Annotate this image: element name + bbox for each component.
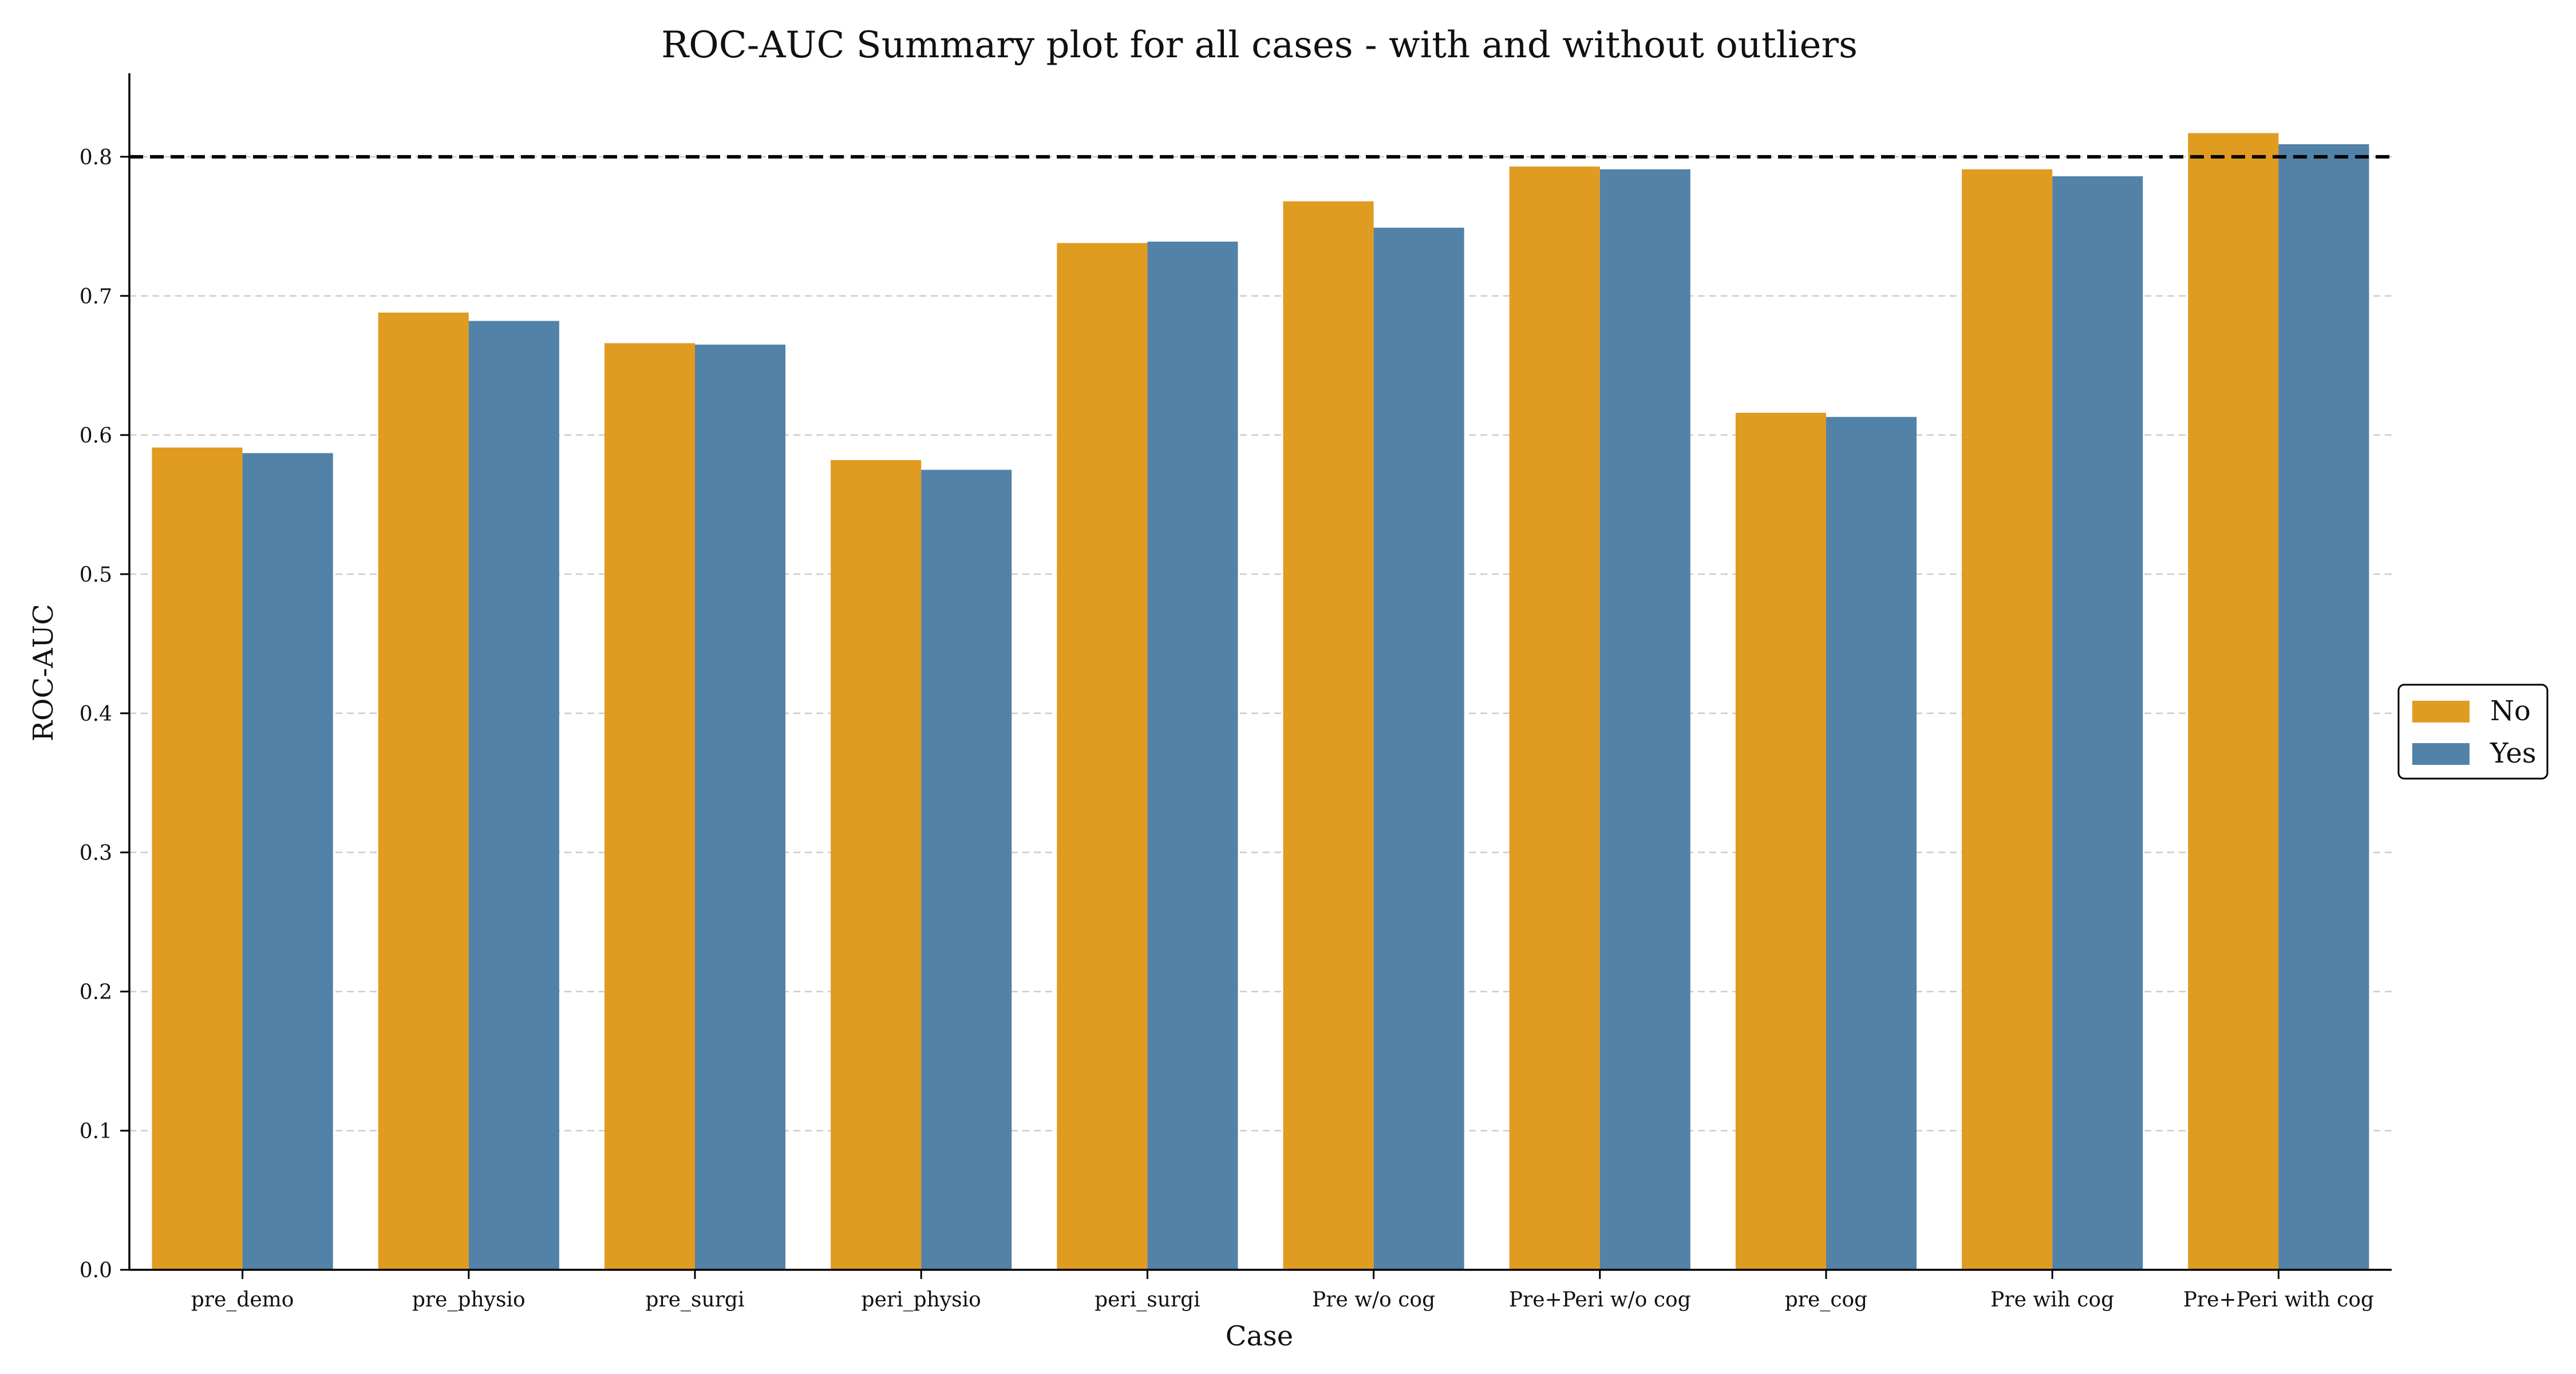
y-tick-label: 0.3	[80, 842, 112, 865]
legend-swatch-yes	[2412, 743, 2470, 765]
bar-no-10	[2188, 133, 2279, 1270]
bar-no-6	[1283, 201, 1374, 1270]
axes	[128, 73, 2392, 1271]
y-tick-label: 0.0	[80, 1259, 112, 1282]
x-tick-label: peri_surgi	[1095, 1288, 1200, 1312]
x-tick-label: pre_surgi	[646, 1288, 745, 1312]
bars	[152, 133, 2369, 1270]
x-tick-label: Pre+Peri w/o cog	[1509, 1288, 1691, 1312]
chart-title: ROC-AUC Summary plot for all cases - wit…	[661, 24, 1858, 66]
y-tick-label: 0.2	[80, 981, 112, 1004]
bar-no-9	[1962, 169, 2053, 1270]
y-tick-label: 0.6	[80, 424, 112, 448]
x-tick-label: peri_physio	[862, 1288, 981, 1312]
legend: No Yes	[2397, 684, 2549, 780]
x-tick-label: Pre+Peri with cog	[2183, 1288, 2374, 1312]
bar-yes-10	[2278, 144, 2369, 1270]
y-tick-label: 0.7	[80, 285, 112, 309]
x-tick-label: pre_demo	[191, 1288, 294, 1312]
bar-no-8	[1735, 412, 1826, 1270]
bar-no-1	[152, 447, 243, 1270]
x-axis-label: Case	[1226, 1320, 1293, 1352]
bar-yes-5	[1147, 242, 1238, 1270]
y-tick-label: 0.1	[80, 1120, 112, 1143]
legend-label-yes: Yes	[2490, 737, 2537, 769]
bar-yes-9	[2052, 176, 2143, 1270]
y-tick-label: 0.4	[80, 702, 112, 726]
bar-yes-4	[921, 469, 1012, 1270]
legend-label-no: No	[2490, 695, 2531, 727]
bar-yes-8	[1826, 417, 1917, 1270]
x-tick-label: pre_cog	[1785, 1288, 1867, 1312]
bar-no-7	[1509, 166, 1600, 1270]
bar-no-4	[831, 460, 922, 1270]
x-tick-label: pre_physio	[412, 1288, 526, 1312]
y-tick-label: 0.8	[80, 146, 112, 169]
bar-yes-3	[695, 344, 786, 1270]
x-ticks: pre_demo pre_physio pre_surgi peri_physio pe…	[191, 1270, 2374, 1312]
bar-yes-2	[468, 321, 559, 1270]
bar-no-2	[378, 313, 469, 1270]
y-ticks: 0.0 0.1 0.2 0.3 0.4 0.5 0.6 0.7 0.8	[80, 146, 129, 1282]
bar-yes-7	[1599, 169, 1690, 1270]
bar-yes-1	[242, 453, 333, 1270]
x-tick-label: Pre w/o cog	[1312, 1288, 1435, 1312]
legend-swatch-no	[2412, 701, 2470, 722]
y-axis-label: ROC-AUC	[27, 604, 60, 741]
y-tick-label: 0.5	[80, 563, 112, 587]
x-tick-label: Pre wih cog	[1990, 1288, 2114, 1312]
bar-no-5	[1057, 243, 1148, 1270]
bar-no-3	[604, 343, 695, 1270]
bar-yes-6	[1373, 227, 1464, 1270]
